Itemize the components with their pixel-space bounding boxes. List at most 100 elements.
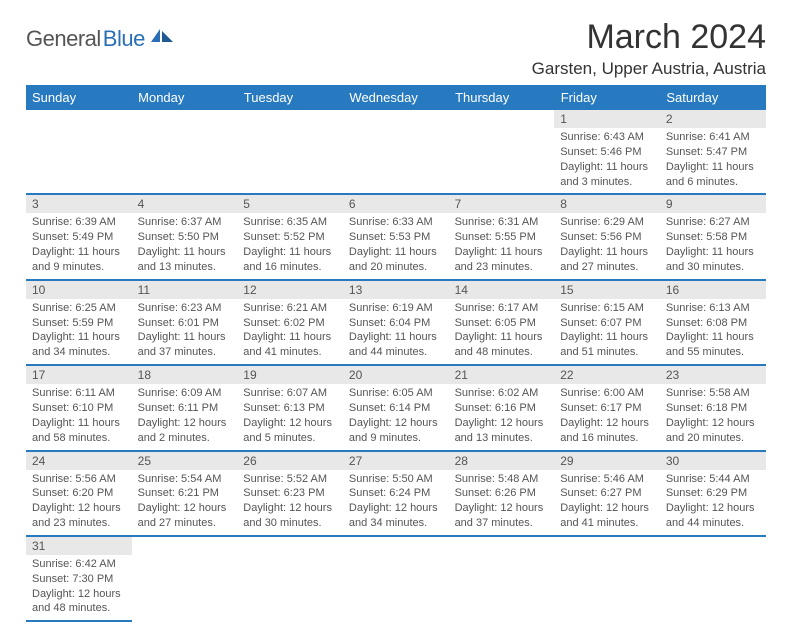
day-number-cell — [343, 536, 449, 555]
sunrise-text: Sunrise: 6:25 AM — [32, 301, 126, 316]
sunrise-text: Sunrise: 6:35 AM — [243, 215, 337, 230]
day-number-cell: 4 — [132, 194, 238, 213]
sunset-text: Sunset: 6:29 PM — [666, 486, 760, 501]
day-content-cell: Sunrise: 6:00 AMSunset: 6:17 PMDaylight:… — [554, 384, 660, 450]
day-number-cell: 24 — [26, 451, 132, 470]
weekday-header: Sunday — [26, 85, 132, 110]
day-content-cell: Sunrise: 6:11 AMSunset: 6:10 PMDaylight:… — [26, 384, 132, 450]
sunset-text: Sunset: 5:47 PM — [666, 145, 760, 160]
sunset-text: Sunset: 6:02 PM — [243, 316, 337, 331]
day-content-cell — [660, 555, 766, 621]
sunset-text: Sunset: 6:20 PM — [32, 486, 126, 501]
day-content-cell: Sunrise: 6:13 AMSunset: 6:08 PMDaylight:… — [660, 299, 766, 365]
sunset-text: Sunset: 5:53 PM — [349, 230, 443, 245]
day-content-cell: Sunrise: 6:27 AMSunset: 5:58 PMDaylight:… — [660, 213, 766, 279]
daylight-text: and 27 minutes. — [560, 260, 654, 275]
sunrise-text: Sunrise: 6:13 AM — [666, 301, 760, 316]
sunrise-text: Sunrise: 6:09 AM — [138, 386, 232, 401]
daylight-text: Daylight: 11 hours — [138, 245, 232, 260]
day-number-cell — [449, 110, 555, 128]
logo-text-blue: Blue — [103, 26, 145, 52]
sunset-text: Sunset: 6:23 PM — [243, 486, 337, 501]
daylight-text: and 55 minutes. — [666, 345, 760, 360]
daylight-text: Daylight: 11 hours — [455, 330, 549, 345]
day-content-cell — [449, 555, 555, 621]
day-number-cell: 28 — [449, 451, 555, 470]
sunrise-text: Sunrise: 6:39 AM — [32, 215, 126, 230]
sunset-text: Sunset: 5:56 PM — [560, 230, 654, 245]
daylight-text: Daylight: 11 hours — [560, 245, 654, 260]
sunrise-text: Sunrise: 6:15 AM — [560, 301, 654, 316]
sunset-text: Sunset: 6:14 PM — [349, 401, 443, 416]
daylight-text: Daylight: 11 hours — [32, 330, 126, 345]
sunrise-text: Sunrise: 5:54 AM — [138, 472, 232, 487]
day-number-cell: 1 — [554, 110, 660, 128]
day-number-cell: 8 — [554, 194, 660, 213]
content-row: Sunrise: 6:25 AMSunset: 5:59 PMDaylight:… — [26, 299, 766, 365]
daylight-text: and 48 minutes. — [455, 345, 549, 360]
calendar-body: 12Sunrise: 6:43 AMSunset: 5:46 PMDayligh… — [26, 110, 766, 621]
day-number-cell: 30 — [660, 451, 766, 470]
sunrise-text: Sunrise: 6:41 AM — [666, 130, 760, 145]
sunset-text: Sunset: 6:13 PM — [243, 401, 337, 416]
sunrise-text: Sunrise: 6:31 AM — [455, 215, 549, 230]
day-number-cell: 13 — [343, 280, 449, 299]
daylight-text: and 23 minutes. — [455, 260, 549, 275]
sunrise-text: Sunrise: 6:23 AM — [138, 301, 232, 316]
day-content-cell: Sunrise: 6:09 AMSunset: 6:11 PMDaylight:… — [132, 384, 238, 450]
day-content-cell: Sunrise: 6:25 AMSunset: 5:59 PMDaylight:… — [26, 299, 132, 365]
day-number-cell: 16 — [660, 280, 766, 299]
sunrise-text: Sunrise: 6:43 AM — [560, 130, 654, 145]
sunset-text: Sunset: 6:08 PM — [666, 316, 760, 331]
daylight-text: Daylight: 12 hours — [138, 501, 232, 516]
day-number-cell: 6 — [343, 194, 449, 213]
content-row: Sunrise: 6:42 AMSunset: 7:30 PMDaylight:… — [26, 555, 766, 621]
day-number-cell: 20 — [343, 365, 449, 384]
daynum-row: 12 — [26, 110, 766, 128]
daynum-row: 17181920212223 — [26, 365, 766, 384]
day-number-cell: 5 — [237, 194, 343, 213]
daylight-text: and 41 minutes. — [243, 345, 337, 360]
sail-icon — [151, 28, 173, 42]
calendar-table: Sunday Monday Tuesday Wednesday Thursday… — [26, 85, 766, 622]
day-number-cell: 27 — [343, 451, 449, 470]
day-number-cell: 19 — [237, 365, 343, 384]
daylight-text: Daylight: 12 hours — [560, 501, 654, 516]
day-number-cell: 18 — [132, 365, 238, 384]
day-content-cell: Sunrise: 5:44 AMSunset: 6:29 PMDaylight:… — [660, 470, 766, 536]
daylight-text: Daylight: 12 hours — [349, 416, 443, 431]
daylight-text: and 9 minutes. — [32, 260, 126, 275]
day-content-cell: Sunrise: 5:50 AMSunset: 6:24 PMDaylight:… — [343, 470, 449, 536]
day-number-cell — [237, 536, 343, 555]
daylight-text: Daylight: 12 hours — [32, 501, 126, 516]
sunrise-text: Sunrise: 5:46 AM — [560, 472, 654, 487]
sunrise-text: Sunrise: 6:42 AM — [32, 557, 126, 572]
daylight-text: Daylight: 11 hours — [32, 245, 126, 260]
day-content-cell: Sunrise: 6:35 AMSunset: 5:52 PMDaylight:… — [237, 213, 343, 279]
day-number-cell: 15 — [554, 280, 660, 299]
sunrise-text: Sunrise: 5:52 AM — [243, 472, 337, 487]
daylight-text: and 30 minutes. — [243, 516, 337, 531]
daylight-text: and 2 minutes. — [138, 431, 232, 446]
day-content-cell: Sunrise: 5:54 AMSunset: 6:21 PMDaylight:… — [132, 470, 238, 536]
daylight-text: and 34 minutes. — [32, 345, 126, 360]
day-content-cell — [132, 555, 238, 621]
sunset-text: Sunset: 6:01 PM — [138, 316, 232, 331]
day-content-cell: Sunrise: 6:39 AMSunset: 5:49 PMDaylight:… — [26, 213, 132, 279]
daylight-text: Daylight: 11 hours — [349, 330, 443, 345]
sunrise-text: Sunrise: 6:27 AM — [666, 215, 760, 230]
day-content-cell: Sunrise: 6:07 AMSunset: 6:13 PMDaylight:… — [237, 384, 343, 450]
weekday-header: Tuesday — [237, 85, 343, 110]
day-number-cell: 12 — [237, 280, 343, 299]
sunset-text: Sunset: 6:27 PM — [560, 486, 654, 501]
day-content-cell: Sunrise: 5:52 AMSunset: 6:23 PMDaylight:… — [237, 470, 343, 536]
day-number-cell: 31 — [26, 536, 132, 555]
day-content-cell: Sunrise: 6:02 AMSunset: 6:16 PMDaylight:… — [449, 384, 555, 450]
day-content-cell — [132, 128, 238, 194]
content-row: Sunrise: 6:39 AMSunset: 5:49 PMDaylight:… — [26, 213, 766, 279]
day-content-cell: Sunrise: 6:42 AMSunset: 7:30 PMDaylight:… — [26, 555, 132, 621]
daylight-text: Daylight: 12 hours — [243, 501, 337, 516]
sunset-text: Sunset: 7:30 PM — [32, 572, 126, 587]
day-content-cell: Sunrise: 5:48 AMSunset: 6:26 PMDaylight:… — [449, 470, 555, 536]
daylight-text: Daylight: 12 hours — [455, 416, 549, 431]
